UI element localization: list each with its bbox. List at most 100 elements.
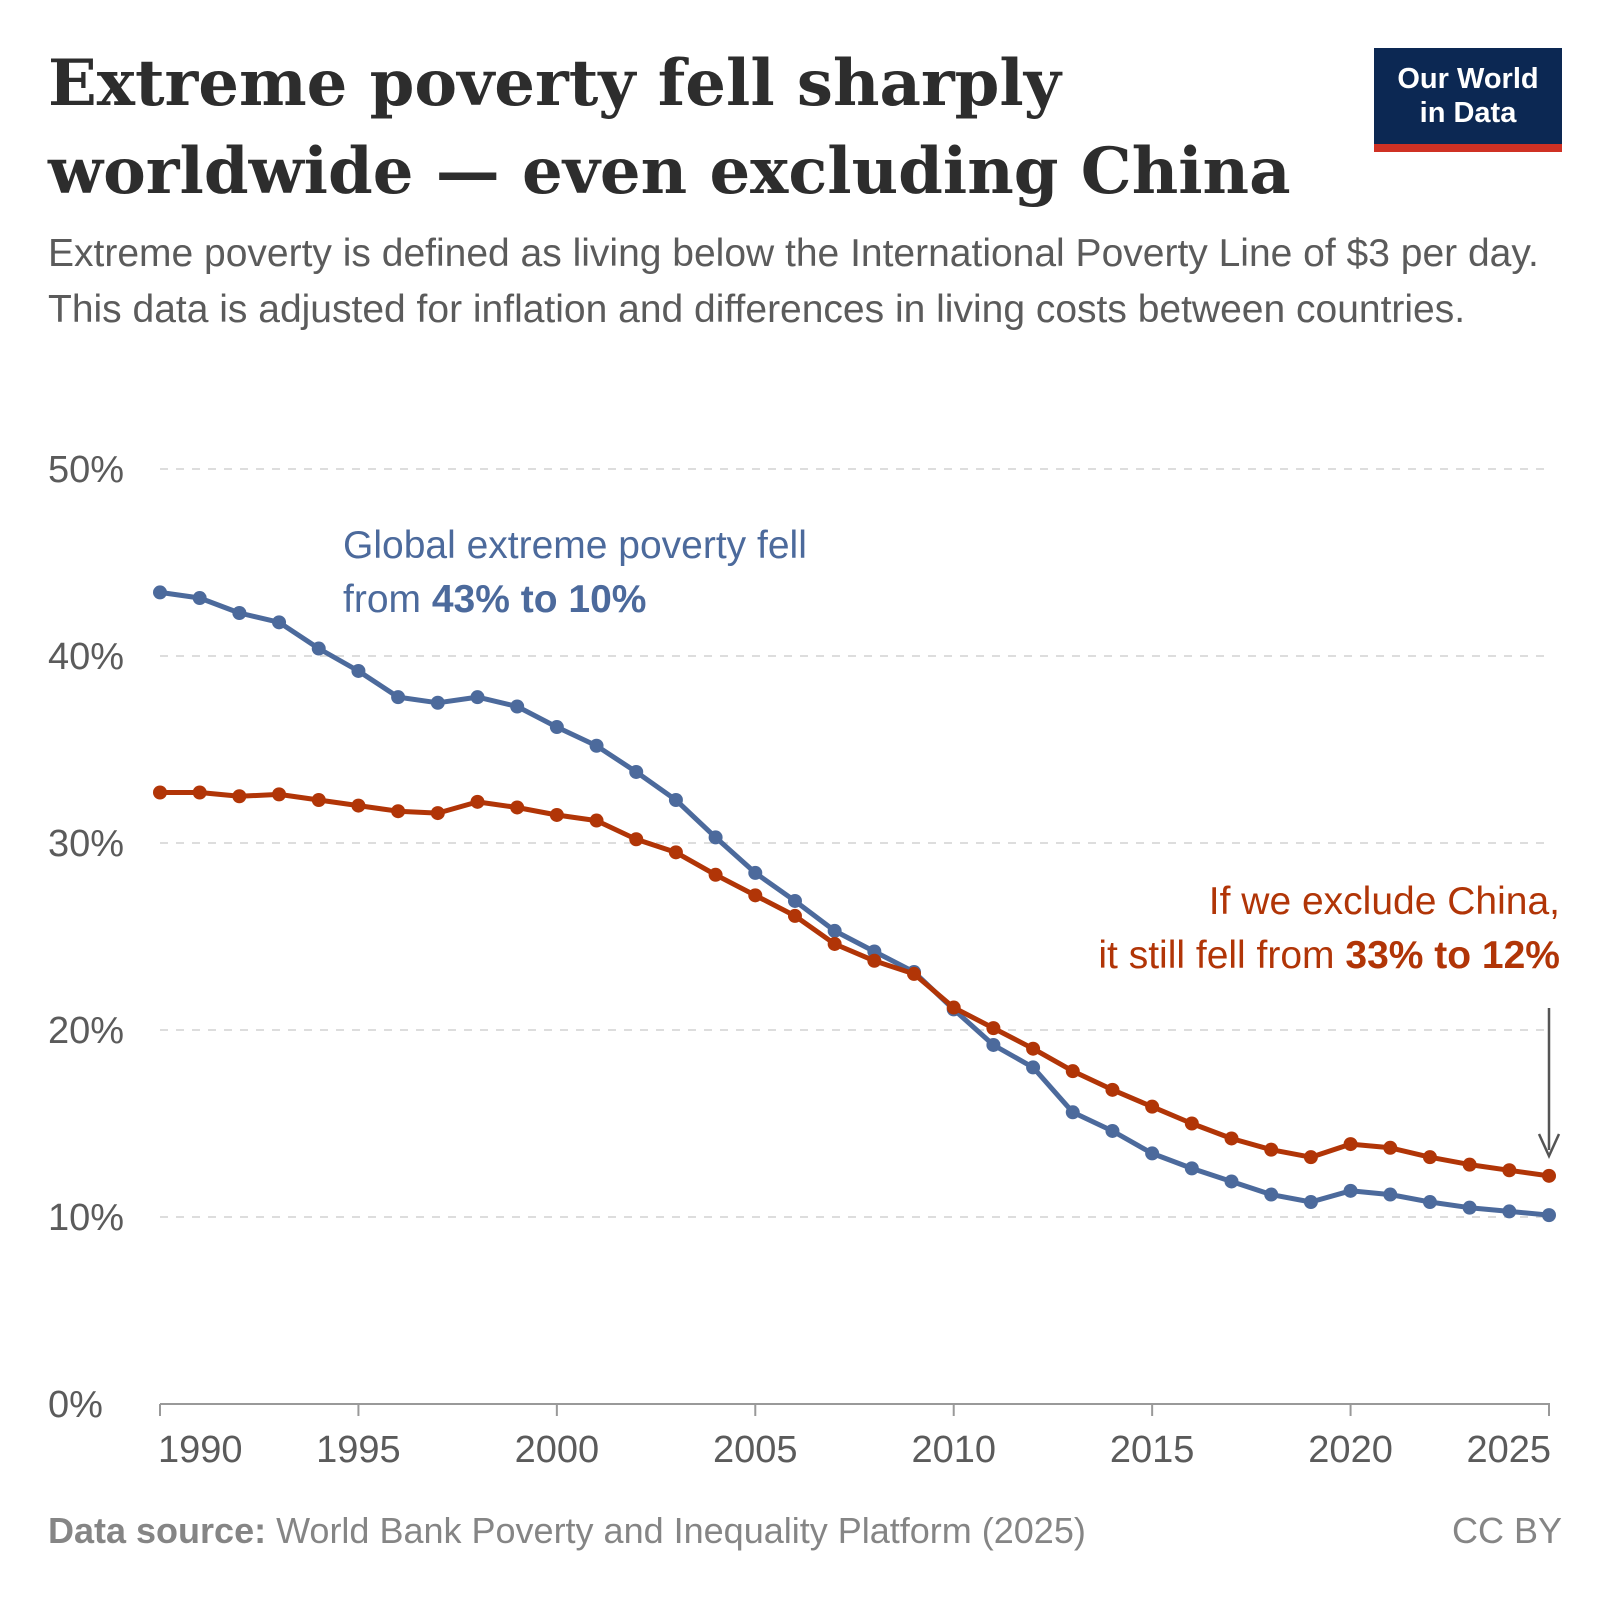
annotation-global-bold: 43% to 10% [432, 578, 647, 621]
y-tick-label: 50% [48, 449, 124, 491]
data-source-text[interactable]: World Bank Poverty and Inequality Platfo… [276, 1510, 1086, 1551]
data-point-global[interactable] [272, 615, 287, 630]
data-point-excluding_china[interactable] [1105, 1082, 1120, 1097]
series-lines [153, 585, 1556, 1223]
data-point-excluding_china[interactable] [946, 1000, 961, 1015]
data-point-excluding_china[interactable] [907, 966, 922, 981]
y-tick-label: 20% [48, 1010, 124, 1052]
data-point-global[interactable] [1065, 1105, 1080, 1120]
data-point-excluding_china[interactable] [1224, 1131, 1239, 1146]
x-tick-label: 2000 [515, 1429, 600, 1471]
data-point-excluding_china[interactable] [1145, 1099, 1160, 1114]
data-source: Data source: World Bank Poverty and Ineq… [48, 1510, 1086, 1552]
annotation-global-line1: Global extreme poverty fell [343, 524, 807, 567]
data-point-excluding_china[interactable] [311, 792, 326, 807]
annotation-china-bold: 33% to 12% [1345, 934, 1560, 977]
data-point-global[interactable] [1105, 1123, 1120, 1138]
our-world-in-data-logo[interactable]: Our World in Data [1374, 48, 1562, 152]
data-point-global[interactable] [351, 663, 366, 678]
y-tick-label: 30% [48, 823, 124, 865]
x-tick-label: 2010 [911, 1429, 996, 1471]
data-point-excluding_china[interactable] [986, 1021, 1001, 1036]
x-tick-label: 2015 [1110, 1429, 1195, 1471]
data-point-excluding_china[interactable] [1383, 1140, 1398, 1155]
data-point-excluding_china[interactable] [1264, 1142, 1279, 1157]
annotation-global-line2: from 43% to 10% [343, 578, 646, 621]
data-point-excluding_china[interactable] [351, 798, 366, 813]
data-point-global[interactable] [1026, 1060, 1041, 1075]
data-point-global[interactable] [986, 1037, 1001, 1052]
x-tick-label: 2025 [1466, 1429, 1551, 1471]
data-point-global[interactable] [629, 764, 644, 779]
data-point-excluding_china[interactable] [1065, 1064, 1080, 1079]
gridlines: 0% 10% 20% 30% 40% 50% [48, 449, 1549, 1426]
data-point-global[interactable] [1383, 1187, 1398, 1202]
data-point-excluding_china[interactable] [1502, 1163, 1517, 1178]
data-point-global[interactable] [1303, 1195, 1318, 1210]
data-point-excluding_china[interactable] [787, 908, 802, 923]
data-point-excluding_china[interactable] [629, 832, 644, 847]
data-point-excluding_china[interactable] [1343, 1137, 1358, 1152]
data-point-global[interactable] [510, 699, 525, 714]
data-point-excluding_china[interactable] [391, 804, 406, 819]
data-point-global[interactable] [153, 585, 167, 600]
data-point-global[interactable] [1422, 1195, 1437, 1210]
annotation-china-line1: If we exclude China, [1209, 880, 1560, 923]
data-point-excluding_china[interactable] [1542, 1168, 1556, 1183]
footer: Data source: World Bank Poverty and Ineq… [48, 1510, 1562, 1552]
data-point-global[interactable] [1224, 1174, 1239, 1189]
x-tick-label: 1990 [158, 1429, 243, 1471]
data-point-excluding_china[interactable] [1462, 1157, 1477, 1172]
data-point-global[interactable] [1184, 1161, 1199, 1176]
data-point-global[interactable] [391, 690, 406, 705]
data-point-excluding_china[interactable] [272, 787, 287, 802]
y-tick-label: 40% [48, 636, 124, 678]
data-point-global[interactable] [1145, 1146, 1160, 1161]
license[interactable]: CC BY [1451, 1510, 1562, 1551]
logo-line-2: in Data [1419, 97, 1517, 129]
y-tick-label: 10% [48, 1197, 124, 1239]
data-point-global[interactable] [1264, 1187, 1279, 1202]
data-point-excluding_china[interactable] [867, 953, 882, 968]
data-point-excluding_china[interactable] [668, 845, 683, 860]
y-tick-label: 0% [48, 1384, 103, 1426]
data-point-global[interactable] [748, 865, 763, 880]
data-point-excluding_china[interactable] [232, 789, 247, 804]
data-point-excluding_china[interactable] [1303, 1150, 1318, 1165]
data-point-excluding_china[interactable] [470, 794, 485, 809]
data-point-excluding_china[interactable] [192, 785, 207, 800]
data-point-excluding_china[interactable] [1422, 1150, 1437, 1165]
data-point-excluding_china[interactable] [708, 867, 723, 882]
logo-line-1: Our World [1397, 63, 1539, 95]
data-point-excluding_china[interactable] [153, 785, 167, 800]
data-point-global[interactable] [430, 695, 445, 710]
data-point-global[interactable] [827, 923, 842, 938]
data-point-global[interactable] [470, 690, 485, 705]
data-point-global[interactable] [1502, 1204, 1517, 1219]
x-tick-label: 2020 [1308, 1429, 1393, 1471]
data-point-excluding_china[interactable] [748, 888, 763, 903]
data-point-global[interactable] [589, 738, 604, 753]
annotation-global-prefix: from [343, 578, 432, 621]
data-point-excluding_china[interactable] [510, 800, 525, 815]
data-point-excluding_china[interactable] [589, 813, 604, 828]
data-point-excluding_china[interactable] [827, 936, 842, 951]
data-point-global[interactable] [1343, 1183, 1358, 1198]
data-point-excluding_china[interactable] [430, 806, 445, 821]
data-point-global[interactable] [549, 720, 564, 735]
data-source-label: Data source: [48, 1510, 267, 1551]
data-point-excluding_china[interactable] [1026, 1041, 1041, 1056]
data-point-global[interactable] [1462, 1200, 1477, 1215]
x-tick-label: 1995 [316, 1429, 401, 1471]
data-point-global[interactable] [708, 830, 723, 845]
series-excluding_china [153, 785, 1556, 1183]
data-point-global[interactable] [192, 591, 207, 606]
data-point-global[interactable] [232, 605, 247, 620]
data-point-excluding_china[interactable] [1184, 1116, 1199, 1131]
data-point-global[interactable] [311, 641, 326, 656]
data-point-global[interactable] [787, 893, 802, 908]
data-point-excluding_china[interactable] [549, 807, 564, 822]
data-point-global[interactable] [668, 792, 683, 807]
data-point-global[interactable] [1542, 1208, 1556, 1223]
